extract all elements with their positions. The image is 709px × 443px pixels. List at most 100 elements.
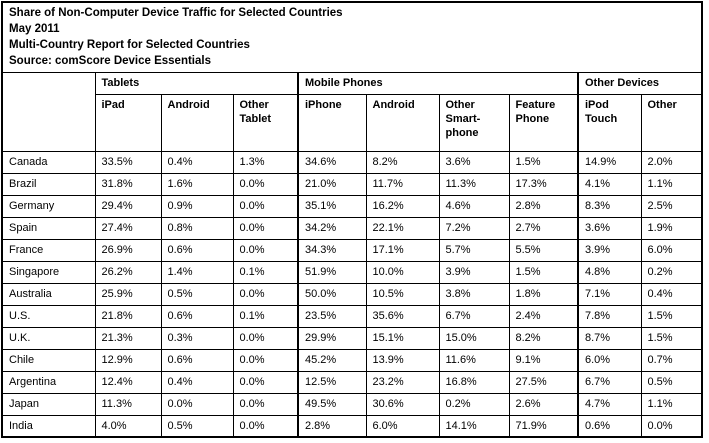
report-date: May 2011 xyxy=(9,23,60,35)
value-cell: 0.9% xyxy=(160,194,234,218)
value-cell: 7.1% xyxy=(577,282,642,306)
value-cell: 0.0% xyxy=(232,194,299,218)
value-cell: 0.0% xyxy=(232,326,299,350)
report-title: Share of Non-Computer Device Traffic for… xyxy=(9,7,343,19)
country-cell: U.S. xyxy=(1,304,96,328)
value-cell: 23.5% xyxy=(297,304,367,328)
value-cell: 0.7% xyxy=(640,348,703,372)
group-header-mobile-phones: Mobile Phones xyxy=(297,71,579,95)
value-cell: 6.0% xyxy=(577,348,642,372)
value-cell: 8.7% xyxy=(577,326,642,350)
value-cell: 0.0% xyxy=(232,414,299,438)
value-cell: 34.3% xyxy=(297,238,367,262)
value-cell: 35.1% xyxy=(297,194,367,218)
column-header-iphone: iPhone xyxy=(297,93,367,152)
table-row: Brazil 31.8% 1.6% 0.0% 21.0% 11.7% 11.3% 17.3% 4… xyxy=(1,172,703,196)
report-source: Source: comScore Device Essentials xyxy=(9,55,211,67)
group-header-tablets: Tablets xyxy=(94,71,299,95)
value-cell: 1.8% xyxy=(508,282,579,306)
value-cell: 0.2% xyxy=(640,260,703,284)
value-cell: 15.0% xyxy=(438,326,510,350)
value-cell: 2.5% xyxy=(640,194,703,218)
value-cell: 12.4% xyxy=(94,370,162,394)
value-cell: 1.3% xyxy=(232,150,299,174)
value-cell: 1.1% xyxy=(640,172,703,196)
column-header-ipod-touch: iPod Touch xyxy=(577,93,642,152)
table-row: Chile 12.9% 0.6% 0.0% 45.2% 13.9% 11.6% 9.1% 6.0… xyxy=(1,348,703,372)
title-row: Share of Non-Computer Device Traffic for… xyxy=(1,1,703,73)
value-cell: 7.2% xyxy=(438,216,510,240)
group-header-other-devices: Other Devices xyxy=(576,71,703,95)
value-cell: 0.0% xyxy=(232,282,299,306)
value-cell: 0.2% xyxy=(438,392,510,416)
value-cell: 50.0% xyxy=(297,282,367,306)
table-row: U.K. 21.3% 0.3% 0.0% 29.9% 15.1% 15.0% 8.2% 8.7%… xyxy=(1,326,703,350)
value-cell: 8.2% xyxy=(508,326,579,350)
value-cell: 0.4% xyxy=(160,370,234,394)
value-cell: 16.8% xyxy=(438,370,510,394)
value-cell: 31.8% xyxy=(94,172,162,196)
value-cell: 14.9% xyxy=(577,150,642,174)
value-cell: 4.0% xyxy=(94,414,162,438)
value-cell: 12.5% xyxy=(297,370,367,394)
value-cell: 10.0% xyxy=(365,260,440,284)
value-cell: 2.4% xyxy=(508,304,579,328)
country-cell: Japan xyxy=(1,392,96,416)
country-cell: Chile xyxy=(1,348,96,372)
report-title-block: Share of Non-Computer Device Traffic for… xyxy=(1,1,703,73)
value-cell: 6.0% xyxy=(365,414,440,438)
value-cell: 6.7% xyxy=(577,370,642,394)
value-cell: 1.4% xyxy=(160,260,234,284)
column-header-android: Android xyxy=(160,93,234,152)
value-cell: 0.0% xyxy=(232,348,299,372)
country-cell: India xyxy=(1,414,96,438)
value-cell: 13.9% xyxy=(365,348,440,372)
value-cell: 10.5% xyxy=(365,282,440,306)
value-cell: 3.6% xyxy=(577,216,642,240)
value-cell: 0.0% xyxy=(640,414,703,438)
value-cell: 0.3% xyxy=(160,326,234,350)
value-cell: 4.7% xyxy=(577,392,642,416)
value-cell: 1.5% xyxy=(640,326,703,350)
value-cell: 4.6% xyxy=(438,194,510,218)
country-cell: U.K. xyxy=(1,326,96,350)
column-header-feature-phone: Feature Phone xyxy=(508,93,579,152)
value-cell: 0.0% xyxy=(232,392,299,416)
value-cell: 14.1% xyxy=(438,414,510,438)
country-cell: Singapore xyxy=(1,260,96,284)
value-cell: 17.1% xyxy=(365,238,440,262)
value-cell: 1.5% xyxy=(508,260,579,284)
value-cell: 23.2% xyxy=(365,370,440,394)
column-header-other-smart-phone: Other Smart-phone xyxy=(438,93,510,152)
value-cell: 2.7% xyxy=(508,216,579,240)
table-row: Australia 25.9% 0.5% 0.0% 50.0% 10.5% 3.8% 1.8%… xyxy=(1,282,703,306)
value-cell: 11.3% xyxy=(94,392,162,416)
value-cell: 51.9% xyxy=(297,260,367,284)
value-cell: 0.0% xyxy=(232,370,299,394)
table-row: France 26.9% 0.6% 0.0% 34.3% 17.1% 5.7% 5.5% 3.9… xyxy=(1,238,703,262)
table-row: U.S. 21.8% 0.6% 0.1% 23.5% 35.6% 6.7% 2.4% 7.8% 1… xyxy=(1,304,703,328)
value-cell: 0.6% xyxy=(160,238,234,262)
value-cell: 34.6% xyxy=(297,150,367,174)
value-cell: 16.2% xyxy=(365,194,440,218)
column-header-other: Other xyxy=(640,93,703,152)
value-cell: 27.5% xyxy=(508,370,579,394)
value-cell: 30.6% xyxy=(365,392,440,416)
value-cell: 25.9% xyxy=(94,282,162,306)
value-cell: 26.9% xyxy=(94,238,162,262)
value-cell: 1.6% xyxy=(160,172,234,196)
value-cell: 0.0% xyxy=(232,172,299,196)
country-cell: Argentina xyxy=(1,370,96,394)
value-cell: 35.6% xyxy=(365,304,440,328)
value-cell: 12.9% xyxy=(94,348,162,372)
value-cell: 0.5% xyxy=(160,282,234,306)
value-cell: 3.8% xyxy=(438,282,510,306)
value-cell: 27.4% xyxy=(94,216,162,240)
value-cell: 0.1% xyxy=(232,260,299,284)
value-cell: 3.6% xyxy=(438,150,510,174)
value-cell: 6.7% xyxy=(438,304,510,328)
value-cell: 0.0% xyxy=(232,216,299,240)
value-cell: 6.0% xyxy=(640,238,703,262)
value-cell: 8.3% xyxy=(577,194,642,218)
